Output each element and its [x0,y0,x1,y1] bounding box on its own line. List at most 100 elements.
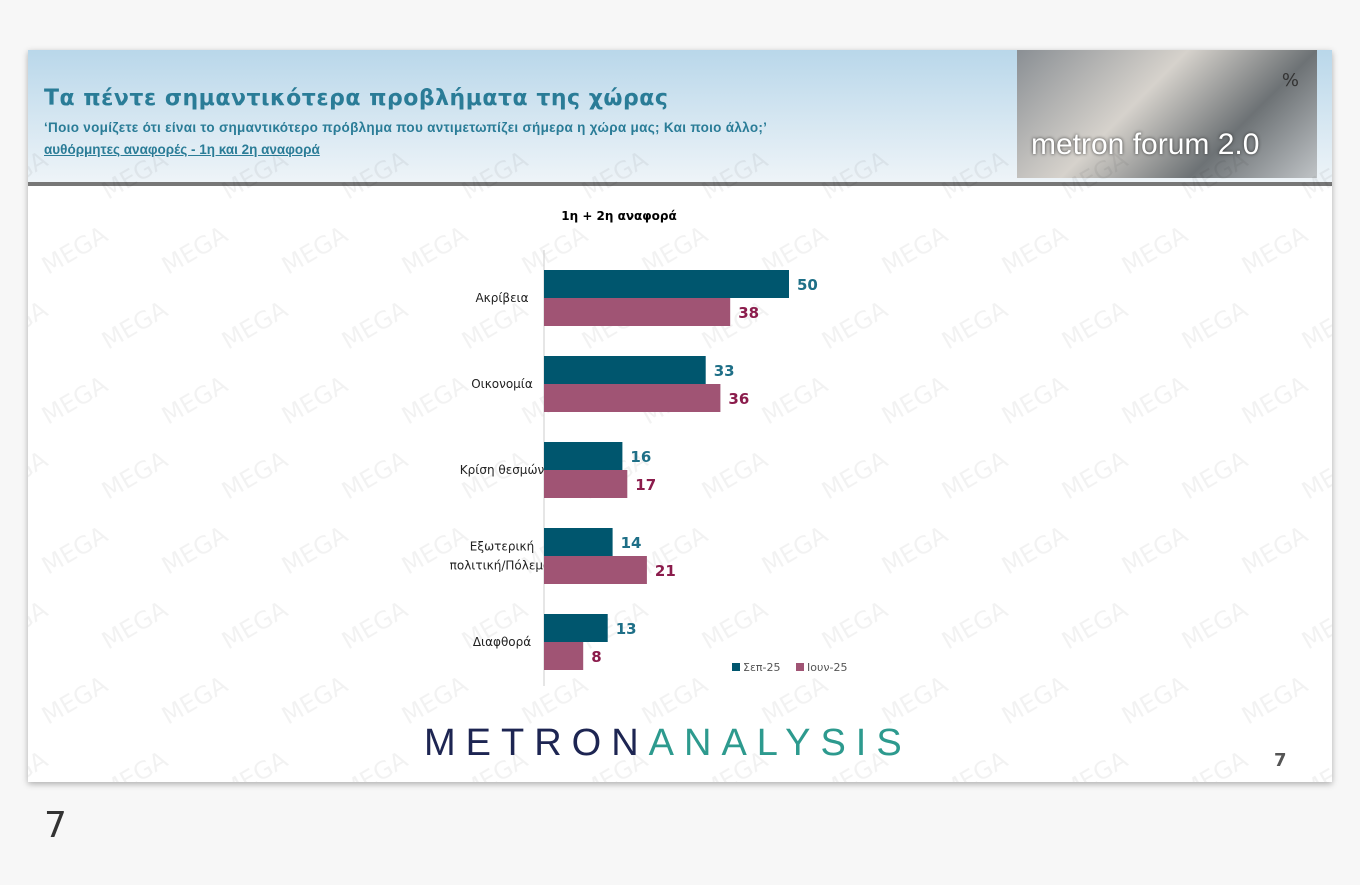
watermark: MEGA [37,370,113,430]
watermark: MEGA [157,520,233,580]
watermark: MEGA [1177,145,1253,205]
watermark: MEGA [28,595,53,655]
watermark: MEGA [577,145,653,205]
watermark: MEGA [1057,745,1133,782]
slide: Τα πέντε σημαντικότερα προβλήματα της χώ… [28,50,1332,782]
watermark: MEGA [1057,445,1133,505]
bar [544,556,647,584]
watermark: MEGA [277,670,353,730]
metron-forum-logo: % metron forum 2.0 [1017,50,1317,178]
watermark: MEGA [217,445,293,505]
watermark: MEGA [1057,295,1133,355]
category-label: Ακρίβεια [475,291,528,305]
watermark: MEGA [337,595,413,655]
watermark: MEGA [157,370,233,430]
data-label: 36 [728,390,749,408]
watermark: MEGA [1237,220,1313,280]
watermark: MEGA [1117,220,1193,280]
category-label: Οικονομία [471,377,533,391]
page-number: 7 [44,805,67,846]
bar [544,298,731,326]
watermark: MEGA [217,595,293,655]
watermark: MEGA [1237,670,1313,730]
brand-a: METRON [424,722,649,764]
watermark: MEGA [277,220,353,280]
watermark: MEGA [37,670,113,730]
watermark: MEGA [277,520,353,580]
bar [544,470,628,498]
watermark: MEGA [457,145,533,205]
watermark: MEGA [277,370,353,430]
watermark: MEGA [1297,295,1332,355]
legend-swatch [796,663,804,671]
category-label: Κρίση θεσμών [460,463,545,477]
watermark: MEGA [157,220,233,280]
slide-title: Τα πέντε σημαντικότερα προβλήματα της χώ… [44,86,669,111]
watermark: MEGA [1177,295,1253,355]
bar [544,528,613,556]
watermark: MEGA [1297,595,1332,655]
watermark: MEGA [1117,520,1193,580]
watermark: MEGA [997,370,1073,430]
category-label: Εξωτερική [470,540,534,554]
watermark: MEGA [97,145,173,205]
data-label: 17 [635,476,656,494]
watermark: MEGA [697,595,773,655]
chart-title: 1η + 2η αναφορά [561,209,677,223]
watermark: MEGA [157,670,233,730]
watermark: MEGA [37,220,113,280]
watermark: MEGA [817,445,893,505]
data-label: 38 [738,304,759,322]
metron-analysis-logo: METRONANALYSIS [424,722,912,765]
watermark: MEGA [937,295,1013,355]
watermark: MEGA [28,445,53,505]
watermark: MEGA [28,295,53,355]
watermark: MEGA [97,445,173,505]
category-label: πολιτική/Πόλεμοι [450,559,555,573]
bar-chart: MEGA MEGA MEGA MEGA MEGA MEGA MEGA MEGA MEGA MEGA… [28,145,1332,782]
data-label: 8 [591,648,601,666]
watermark: MEGA [757,520,833,580]
watermark: MEGA [1297,145,1332,205]
data-label: 21 [655,562,676,580]
watermark: MEGA [877,520,953,580]
watermark: MEGA [697,145,773,205]
watermark: MEGA [1177,595,1253,655]
legend-label: Σεπ-25 [743,661,781,674]
watermark: MEGA [28,745,53,782]
data-label: 50 [797,276,818,294]
watermark: MEGA [97,295,173,355]
category-label: Διαφθορά [473,635,531,649]
watermark: MEGA [937,145,1013,205]
legend-swatch [732,663,740,671]
watermark: MEGA [217,145,293,205]
survey-question: ‘Ποιο νομίζετε ότι είναι το σημαντικότερ… [44,120,768,135]
watermark: MEGA [1057,595,1133,655]
logo-text: metron forum 2.0 [1031,128,1260,161]
data-label: 16 [630,448,651,466]
brand-b: ANALYSIS [648,722,912,764]
watermark: MEGA [217,295,293,355]
watermark: MEGA [337,295,413,355]
watermark: MEGA [1177,445,1253,505]
watermark: MEGA [1117,670,1193,730]
watermark: MEGA [1057,145,1133,205]
watermark: MEGA [97,745,173,782]
slide-subtitle: αυθόρμητες αναφορές - 1η και 2η αναφορά [44,142,320,157]
bar [544,642,584,670]
data-label: 14 [621,534,642,552]
legend-label: Ιουν-25 [807,661,847,674]
watermark: MEGA [817,295,893,355]
watermark: MEGA [37,520,113,580]
watermark: MEGA [997,520,1073,580]
watermark: MEGA [1117,370,1193,430]
header: Τα πέντε σημαντικότερα προβλήματα της χώ… [28,50,1332,186]
watermark: MEGA [817,595,893,655]
watermark: MEGA [97,595,173,655]
watermark: MEGA [397,220,473,280]
watermark: MEGA [337,145,413,205]
watermark: MEGA [1297,745,1332,782]
watermark: MEGA [877,220,953,280]
watermark: MEGA [1177,745,1253,782]
watermark: MEGA [937,445,1013,505]
